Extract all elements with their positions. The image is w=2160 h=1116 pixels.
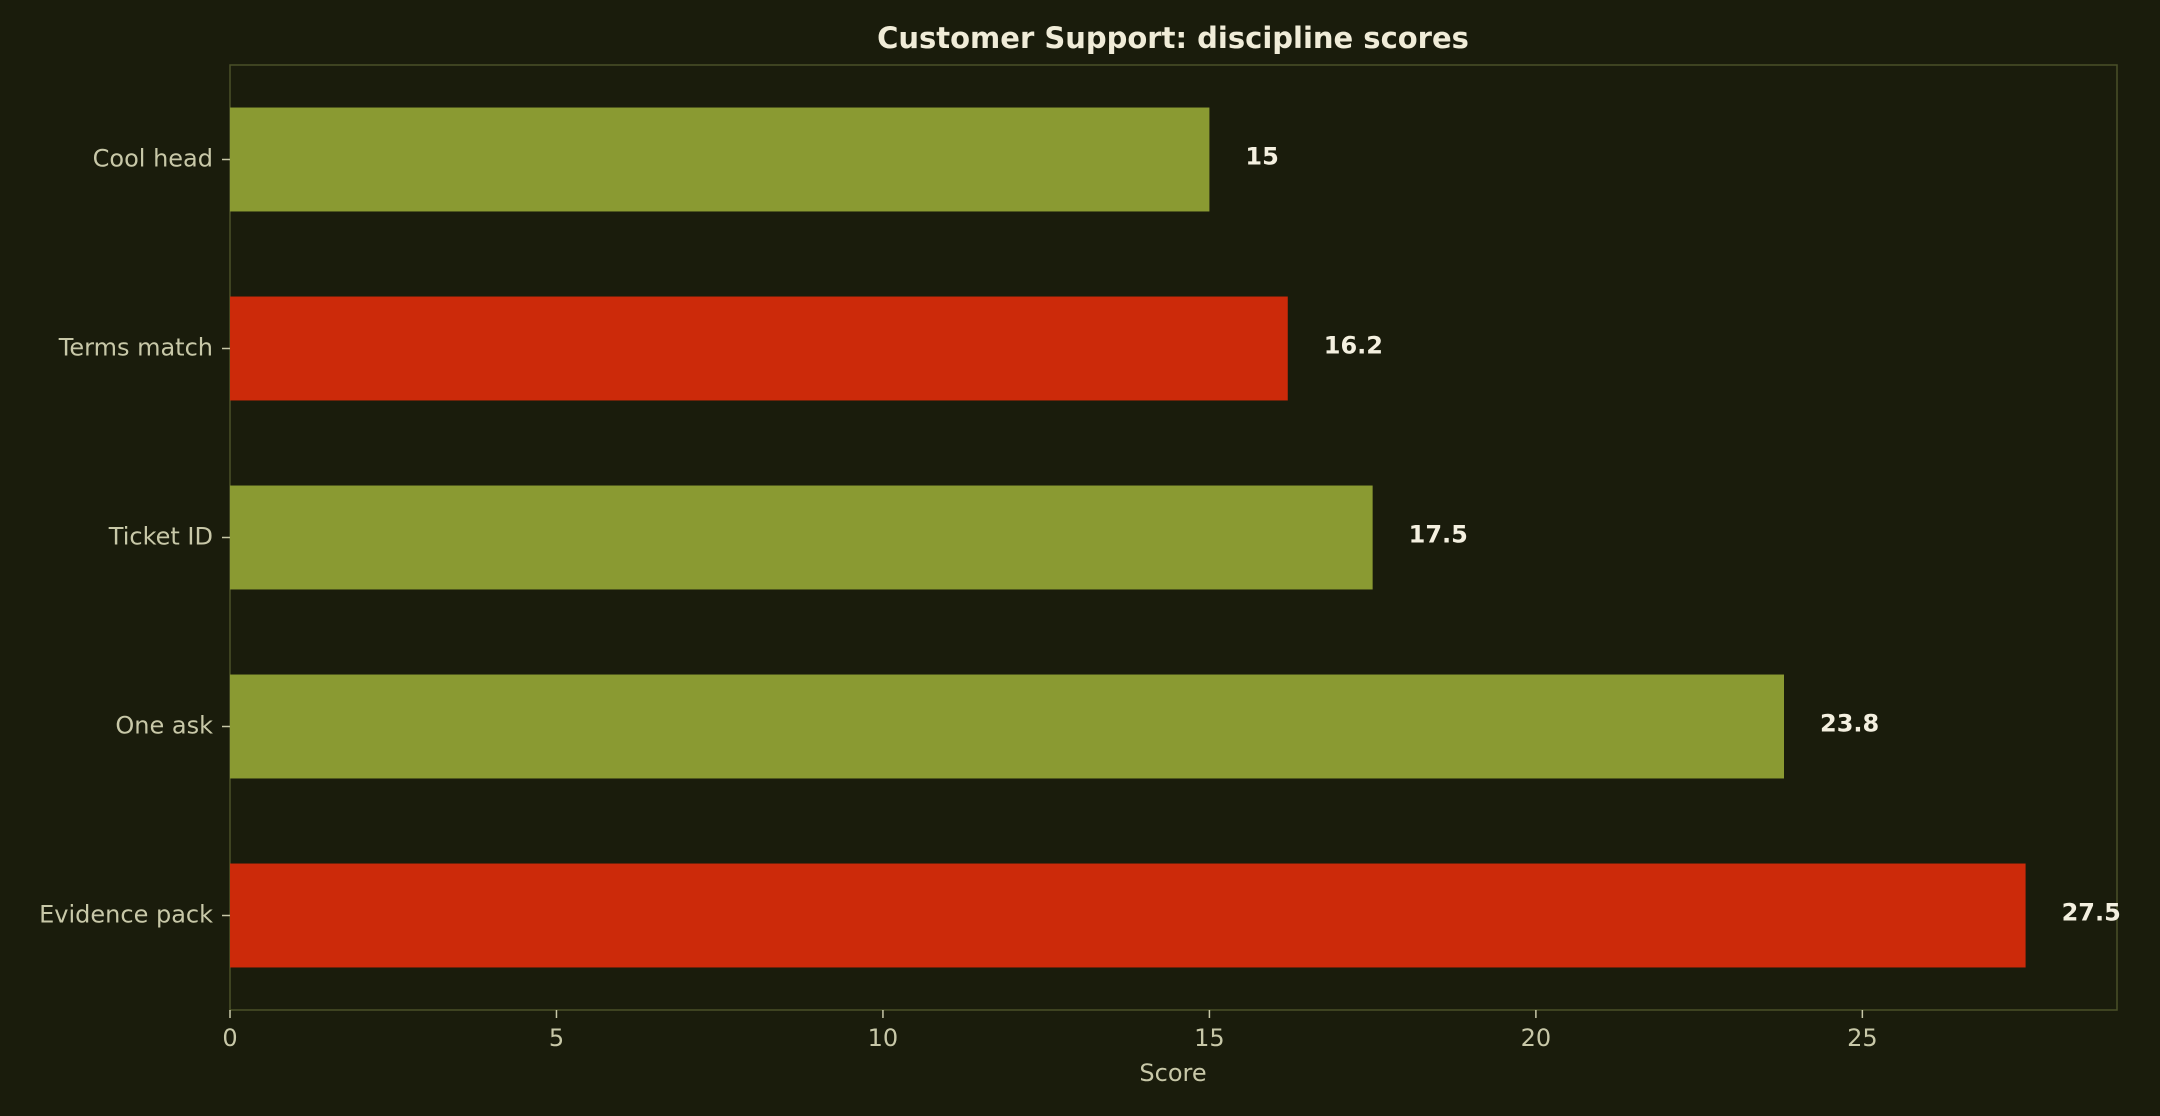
bar	[230, 674, 1784, 779]
y-tick-label: Evidence pack	[39, 901, 213, 929]
x-tick-label: 15	[1194, 1024, 1225, 1052]
value-label: 23.8	[1820, 710, 1879, 738]
bar	[230, 296, 1288, 401]
bar	[230, 485, 1373, 590]
value-label: 27.5	[2062, 899, 2121, 927]
y-tick-label: Ticket ID	[108, 523, 213, 551]
value-label: 16.2	[1324, 332, 1383, 360]
value-label: 15	[1245, 143, 1278, 171]
value-label: 17.5	[1409, 521, 1468, 549]
y-tick-label: Cool head	[93, 145, 213, 173]
x-tick-label: 25	[1847, 1024, 1878, 1052]
y-tick-label: One ask	[115, 712, 213, 740]
y-tick-label: Terms match	[58, 334, 213, 362]
chart-title: Customer Support: discipline scores	[877, 21, 1469, 55]
bar	[230, 863, 2026, 968]
x-tick-label: 20	[1521, 1024, 1552, 1052]
x-axis-label: Score	[1139, 1059, 1206, 1087]
x-tick-label: 5	[549, 1024, 564, 1052]
x-tick-label: 10	[868, 1024, 899, 1052]
bar	[230, 107, 1210, 212]
x-tick-label: 0	[222, 1024, 237, 1052]
